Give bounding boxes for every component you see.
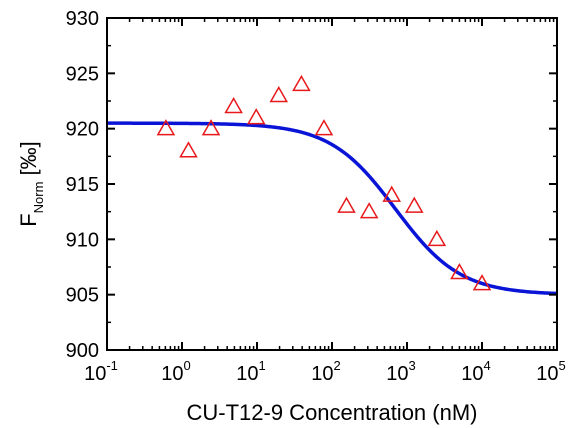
data-point-triangle: [382, 185, 401, 202]
data-point-triangle: [201, 119, 221, 136]
tick-labels: 10-1 100 101 102 103 104 105 900 905 910 915 920 925…: [66, 8, 566, 385]
y-axis-title: FNorm [‰]: [16, 141, 46, 227]
y-tick-label: 925: [66, 63, 99, 85]
y-tick-label: 910: [66, 229, 99, 251]
data-point-triangle: [292, 74, 311, 92]
data-point-triangle: [224, 97, 243, 114]
data-point-triangle: [314, 119, 334, 136]
data-point-triangle: [246, 108, 266, 125]
x-tick-label: 10-1: [84, 358, 118, 385]
data-point-triangle: [427, 229, 447, 247]
data-point-triangle: [269, 85, 289, 103]
fit-curve-layer: [107, 121, 558, 296]
y-tick-label: 900: [66, 340, 99, 362]
y-tick-label: 930: [66, 8, 99, 30]
y-title-main: F: [16, 213, 41, 226]
y-tick-label: 920: [66, 119, 99, 141]
data-point-triangle: [404, 196, 424, 213]
x-axis-title: CU-T12-9 Concentration (nM): [187, 400, 478, 425]
x-tick-label: 105: [536, 358, 565, 385]
x-tick-label: 100: [161, 358, 190, 385]
data-points-layer: [156, 74, 492, 291]
fit-curve: [107, 121, 558, 296]
x-tick-label: 102: [311, 358, 340, 385]
x-tick-label: 104: [461, 358, 490, 385]
y-title-unit: [‰]: [16, 141, 41, 181]
plot-frame: [106, 17, 558, 351]
data-point-triangle: [156, 119, 176, 136]
data-point-triangle: [472, 274, 492, 291]
x-tick-label: 103: [386, 358, 415, 385]
data-point-triangle: [337, 196, 356, 213]
data-point-triangle: [450, 263, 469, 280]
data-point-triangle: [359, 202, 379, 219]
y-title-subscript: Norm: [31, 182, 46, 214]
y-tick-label: 905: [66, 285, 99, 307]
x-tick-label: 101: [236, 358, 265, 385]
data-point-triangle: [179, 141, 198, 158]
axis-ticks: [106, 17, 558, 351]
y-tick-label: 915: [66, 174, 99, 196]
